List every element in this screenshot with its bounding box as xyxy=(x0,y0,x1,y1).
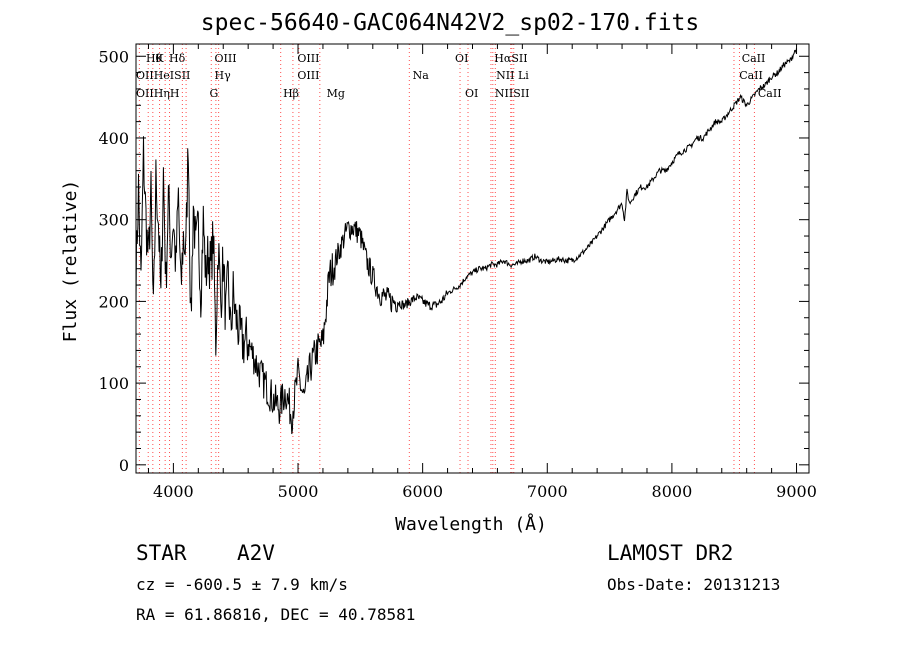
marker-label: OIII xyxy=(297,69,319,82)
x-axis-label: Wavelength (Å) xyxy=(395,513,547,535)
marker-label: OI xyxy=(455,52,468,65)
marker-label: OI xyxy=(465,87,478,100)
coordinates: RA = 61.86816, DEC = 40.78581 xyxy=(136,605,416,624)
object-type: STAR xyxy=(136,541,187,565)
x-tick-label: 9000 xyxy=(776,482,817,501)
marker-label: CaII xyxy=(742,52,766,65)
y-axis-label: Flux (relative) xyxy=(60,180,81,343)
marker-label: OIIHηH xyxy=(136,87,179,100)
y-axis-ticks: 0 100 200 300 400 500 xyxy=(98,47,809,475)
marker-label: OIII xyxy=(215,52,237,65)
marker-label: Hδ xyxy=(169,52,186,65)
obs-date: Obs-Date: 20131213 xyxy=(607,575,781,594)
marker-label: NIISII xyxy=(495,87,530,100)
chart-title: spec-56640-GAC064N42V2_sp02-170.fits xyxy=(200,10,700,36)
redshift-value: cz = -600.5 ± 7.9 km/s xyxy=(136,575,348,594)
marker-label: K xyxy=(155,52,164,65)
marker-label: G xyxy=(210,87,219,100)
marker-label: CaII xyxy=(758,87,782,100)
y-tick-label: 300 xyxy=(98,211,129,230)
y-tick-label: 100 xyxy=(98,374,129,393)
spectrum-line xyxy=(135,48,797,435)
marker-label: OIII xyxy=(297,52,319,65)
spectrum-curve xyxy=(135,48,797,435)
y-tick-label: 400 xyxy=(98,129,129,148)
x-tick-label: 8000 xyxy=(652,482,693,501)
x-tick-label: 7000 xyxy=(527,482,568,501)
marker-label: Hβ xyxy=(283,87,299,100)
x-tick-label: 4000 xyxy=(153,482,194,501)
marker-label: HαSII xyxy=(494,52,527,65)
marker-label: Hθ xyxy=(146,52,163,65)
line-markers xyxy=(138,44,755,473)
marker-label: OIIHeISII xyxy=(136,69,190,82)
x-tick-label: 5000 xyxy=(278,482,319,501)
survey-name: LAMOST DR2 xyxy=(607,541,734,565)
plot-frame xyxy=(135,43,810,474)
marker-label: Hγ xyxy=(215,69,232,82)
x-tick-label: 6000 xyxy=(402,482,443,501)
x-axis-ticks: 4000 5000 6000 7000 8000 9000 xyxy=(147,44,817,501)
y-tick-label: 0 xyxy=(119,456,129,475)
marker-label: NII Li xyxy=(496,69,529,82)
marker-label: Na xyxy=(413,69,430,82)
marker-label: Mg xyxy=(327,87,345,100)
marker-labels: HθK Hδ OIII OIII OI HαSII CaII OIIHeISII Hγ OIII N… xyxy=(136,52,782,100)
y-tick-label: 200 xyxy=(98,292,129,311)
y-tick-label: 500 xyxy=(98,47,129,66)
marker-label: CaII xyxy=(739,69,763,82)
subclass: A2V xyxy=(237,541,275,565)
